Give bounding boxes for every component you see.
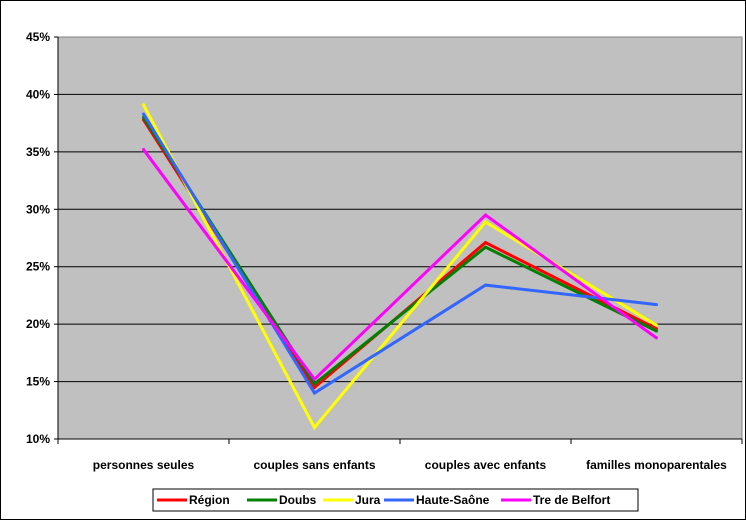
data-point bbox=[484, 213, 487, 217]
series-line-4 bbox=[142, 113, 657, 396]
series-line-2 bbox=[142, 116, 658, 387]
data-point bbox=[484, 283, 487, 287]
y-tick-label: 45% bbox=[26, 30, 50, 44]
legend-label: Doubs bbox=[279, 493, 317, 507]
x-tick-label: personnes seules bbox=[93, 458, 195, 472]
data-point bbox=[313, 391, 316, 395]
data-point bbox=[313, 426, 316, 430]
plot-area bbox=[57, 36, 743, 440]
legend-label: Tre de Belfort bbox=[533, 493, 610, 507]
legend-label: Haute-Saône bbox=[416, 493, 490, 507]
x-tick-label: couples sans enfants bbox=[253, 458, 375, 472]
data-point bbox=[142, 148, 145, 152]
data-point bbox=[655, 336, 658, 340]
data-point bbox=[484, 220, 487, 224]
series-line-5 bbox=[142, 148, 658, 382]
legend-label: Jura bbox=[355, 493, 381, 507]
data-point bbox=[142, 103, 145, 107]
y-tick-label: 25% bbox=[26, 260, 50, 274]
y-tick-label: 40% bbox=[26, 87, 50, 101]
data-point bbox=[313, 385, 316, 389]
data-point bbox=[655, 329, 658, 333]
data-point bbox=[655, 323, 658, 327]
data-point bbox=[313, 382, 316, 386]
data-point bbox=[484, 241, 487, 245]
x-tick-label: couples avec enfants bbox=[425, 458, 547, 472]
y-tick-label: 20% bbox=[26, 317, 50, 331]
data-point bbox=[655, 303, 658, 307]
legend-label: Région bbox=[189, 493, 230, 507]
data-point bbox=[313, 377, 316, 381]
y-tick-label: 30% bbox=[26, 202, 50, 216]
x-tick-label: familles monoparentales bbox=[586, 458, 727, 472]
y-tick-label: 15% bbox=[26, 375, 50, 389]
y-tick-label: 35% bbox=[26, 145, 50, 159]
data-point bbox=[142, 112, 145, 116]
data-point bbox=[484, 245, 487, 249]
y-tick-label: 10% bbox=[26, 432, 50, 446]
